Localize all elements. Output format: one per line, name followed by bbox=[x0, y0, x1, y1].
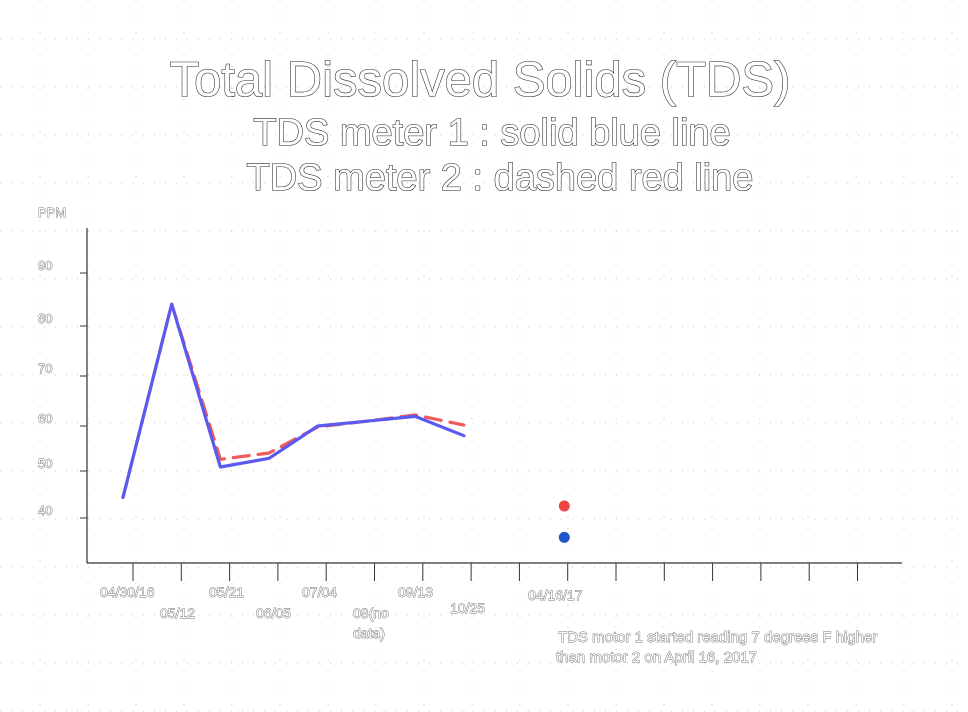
y-axis-label: PPM bbox=[38, 205, 66, 220]
y-tick-label: 80 bbox=[38, 311, 52, 326]
x-tick-label: 04/16/17 bbox=[528, 587, 583, 603]
x-tick-label: 05/21 bbox=[209, 584, 244, 600]
annotation-line-1: TDS motor 1 started reading 7 degrees F … bbox=[558, 629, 877, 646]
series-line-dashed bbox=[121, 302, 466, 499]
data-point bbox=[558, 500, 570, 512]
series-line-solid bbox=[121, 302, 466, 499]
chart-title: Total Dissolved Solids (TDS) bbox=[170, 53, 791, 107]
x-tick-label: 09/13 bbox=[398, 584, 433, 600]
points-layer bbox=[558, 500, 570, 543]
y-tick-label: 90 bbox=[38, 258, 52, 273]
chart-subtitle-line-2: TDS meter 2 : dashed red line bbox=[247, 157, 754, 199]
x-tick-label: 10/25 bbox=[450, 600, 485, 616]
y-tick-labels: 90 80 70 60 50 40 bbox=[38, 258, 87, 519]
y-tick-label: 40 bbox=[38, 503, 52, 518]
y-tick-label: 60 bbox=[38, 411, 52, 426]
chart-subtitle-line-1: TDS meter 1 : solid blue line bbox=[253, 112, 730, 154]
x-tick-labels: 04/30/16 05/12 05/21 06/05 07/04 08(no data) 09… bbox=[100, 563, 858, 641]
y-tick-label: 70 bbox=[38, 361, 52, 376]
x-tick-label: 07/04 bbox=[302, 584, 337, 600]
series-layer bbox=[121, 302, 466, 499]
axes bbox=[86, 228, 902, 564]
x-tick-label: 06/05 bbox=[256, 605, 291, 621]
x-tick-label: data) bbox=[353, 625, 385, 641]
x-tick-label: 05/12 bbox=[160, 605, 195, 621]
annotation-line-2: than motor 2 on April 16, 2017 bbox=[556, 649, 757, 666]
data-point bbox=[558, 531, 570, 543]
x-tick-label: 08(no bbox=[353, 605, 389, 621]
x-tick-label: 04/30/16 bbox=[100, 584, 155, 600]
y-tick-label: 50 bbox=[38, 456, 52, 471]
